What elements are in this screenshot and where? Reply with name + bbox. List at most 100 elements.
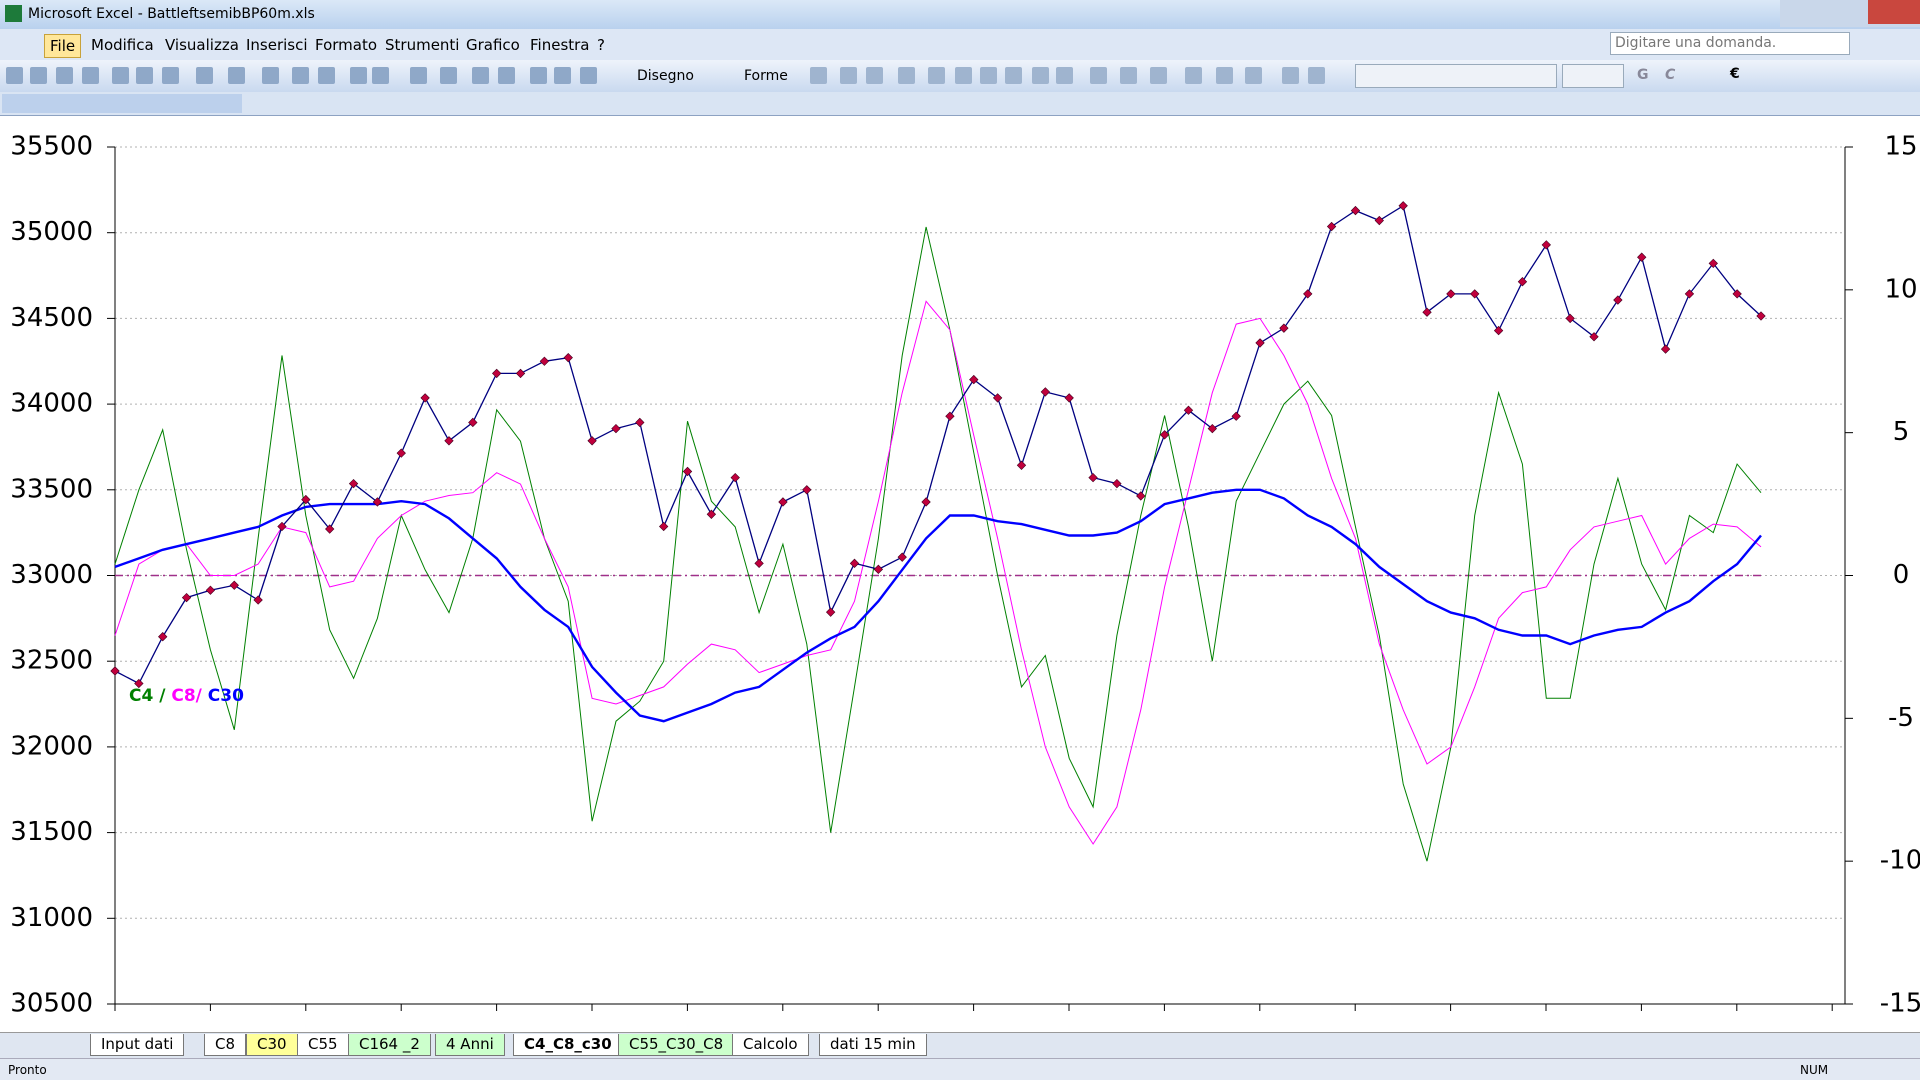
toolbar-button[interactable] xyxy=(136,67,153,84)
data-point xyxy=(1326,221,1337,232)
toolbar-button[interactable] xyxy=(350,67,367,84)
data-point xyxy=(468,417,478,428)
data-point xyxy=(181,592,192,603)
name-box[interactable] xyxy=(2,94,242,113)
data-point xyxy=(1136,491,1146,501)
toolbar-button[interactable] xyxy=(866,67,883,84)
toolbar-button[interactable] xyxy=(196,67,213,84)
toolbar-button[interactable] xyxy=(898,67,915,84)
data-point xyxy=(1350,205,1361,216)
series-line xyxy=(114,488,1762,723)
app-icon xyxy=(5,5,22,22)
sheet-tab[interactable]: C30 xyxy=(246,1034,298,1056)
toolbar-button[interactable] xyxy=(228,67,245,84)
y2-tick-label: 5 xyxy=(1893,417,1910,447)
toolbar-button[interactable] xyxy=(1005,67,1022,84)
data-point xyxy=(1589,332,1599,342)
menu-item[interactable]: Strumenti xyxy=(385,36,460,54)
menu-item[interactable]: ? xyxy=(597,36,605,54)
data-point xyxy=(1732,289,1742,299)
data-point xyxy=(587,436,597,446)
data-point xyxy=(1708,258,1718,269)
toolbar-button[interactable] xyxy=(928,67,945,84)
toolbar-button[interactable] xyxy=(472,67,489,84)
menu-item[interactable]: Grafico xyxy=(466,36,520,54)
toolbar-button[interactable] xyxy=(30,67,47,84)
data-point xyxy=(1064,393,1074,403)
data-point xyxy=(778,497,788,507)
data-point xyxy=(1231,411,1241,421)
data-point xyxy=(1279,323,1289,333)
title-bar: Microsoft Excel - BattleftsemibBP60m.xls xyxy=(0,0,1920,29)
data-point xyxy=(1470,289,1480,299)
sheet-tab[interactable]: C55 xyxy=(297,1034,349,1056)
toolbar-button[interactable] xyxy=(372,67,389,84)
toolbar-button[interactable] xyxy=(810,67,827,84)
menu-item[interactable]: Formato xyxy=(315,36,378,54)
data-point xyxy=(921,497,931,507)
toolbar-button[interactable] xyxy=(262,67,279,84)
toolbar-button[interactable] xyxy=(530,67,547,84)
data-point xyxy=(444,436,454,446)
data-point xyxy=(396,448,406,458)
toolbar-button[interactable] xyxy=(498,67,515,84)
toolbar-button[interactable] xyxy=(6,67,23,84)
toolbar-label[interactable]: C xyxy=(1665,67,1676,83)
data-point xyxy=(1016,460,1027,470)
toolbar-label[interactable]: € xyxy=(1730,66,1740,82)
toolbar-button[interactable] xyxy=(1056,67,1073,84)
y-tick-label: 32500 xyxy=(10,646,93,676)
menu-item[interactable]: Finestra xyxy=(530,36,590,54)
data-point xyxy=(754,558,764,568)
menu-item[interactable]: Visualizza xyxy=(165,36,239,54)
sheet-tab[interactable]: 4 Anni xyxy=(435,1034,505,1056)
toolbar-button[interactable] xyxy=(1185,67,1202,84)
toolbar-button[interactable] xyxy=(1150,67,1167,84)
toolbar-button[interactable] xyxy=(1282,67,1299,84)
sheet-tab[interactable]: dati 15 min xyxy=(819,1034,927,1056)
toolbar-button[interactable] xyxy=(440,67,457,84)
toolbar-button[interactable] xyxy=(1245,67,1262,84)
size-box[interactable] xyxy=(1562,64,1624,88)
toolbar-button[interactable] xyxy=(1032,67,1049,84)
toolbar-label[interactable]: G xyxy=(1637,67,1649,83)
data-point xyxy=(325,524,335,534)
toolbar-button[interactable] xyxy=(1090,67,1107,84)
data-point xyxy=(277,521,287,532)
toolbar-button[interactable] xyxy=(292,67,309,84)
data-point xyxy=(1040,387,1051,397)
menu-item[interactable]: Inserisci xyxy=(246,36,308,54)
toolbar-button[interactable] xyxy=(112,67,129,84)
toolbar-button[interactable] xyxy=(162,67,179,84)
toolbar-button[interactable] xyxy=(56,67,73,84)
toolbar-button[interactable] xyxy=(840,67,857,84)
toolbar-button[interactable] xyxy=(318,67,335,84)
sheet-tab[interactable]: C4_C8_c30 xyxy=(513,1034,623,1056)
data-point xyxy=(1446,289,1456,299)
sheet-tab[interactable]: Input dati xyxy=(90,1034,185,1056)
font-box[interactable] xyxy=(1355,64,1557,88)
toolbar-button[interactable] xyxy=(82,67,99,84)
sheet-tab[interactable]: Calcolo xyxy=(732,1034,809,1056)
toolbar-button[interactable] xyxy=(980,67,997,84)
toolbar-button[interactable] xyxy=(410,67,427,84)
sheet-tab[interactable]: C164 _2 xyxy=(348,1034,431,1056)
toolbar-label[interactable]: Forme xyxy=(744,68,788,84)
toolbar-button[interactable] xyxy=(1308,67,1325,84)
y-tick-label: 31500 xyxy=(10,817,93,847)
toolbar-button[interactable] xyxy=(1120,67,1137,84)
y2-tick-label: 10 xyxy=(1884,274,1917,304)
annotation-part: C8/ xyxy=(171,686,202,706)
toolbar-button[interactable] xyxy=(554,67,571,84)
sheet-tab[interactable]: C8 xyxy=(204,1034,247,1056)
menu-item[interactable]: File xyxy=(44,34,82,58)
close-button[interactable] xyxy=(1868,0,1920,24)
data-point xyxy=(372,497,383,507)
toolbar-label[interactable]: Disegno xyxy=(637,68,694,84)
toolbar-button[interactable] xyxy=(580,67,597,84)
toolbar-button[interactable] xyxy=(1216,67,1233,84)
toolbar-button[interactable] xyxy=(955,67,972,84)
menu-item[interactable]: Modifica xyxy=(91,36,154,54)
sheet-tab[interactable]: C55_C30_C8 xyxy=(618,1034,735,1056)
help-box[interactable]: Digitare una domanda. xyxy=(1610,32,1850,55)
